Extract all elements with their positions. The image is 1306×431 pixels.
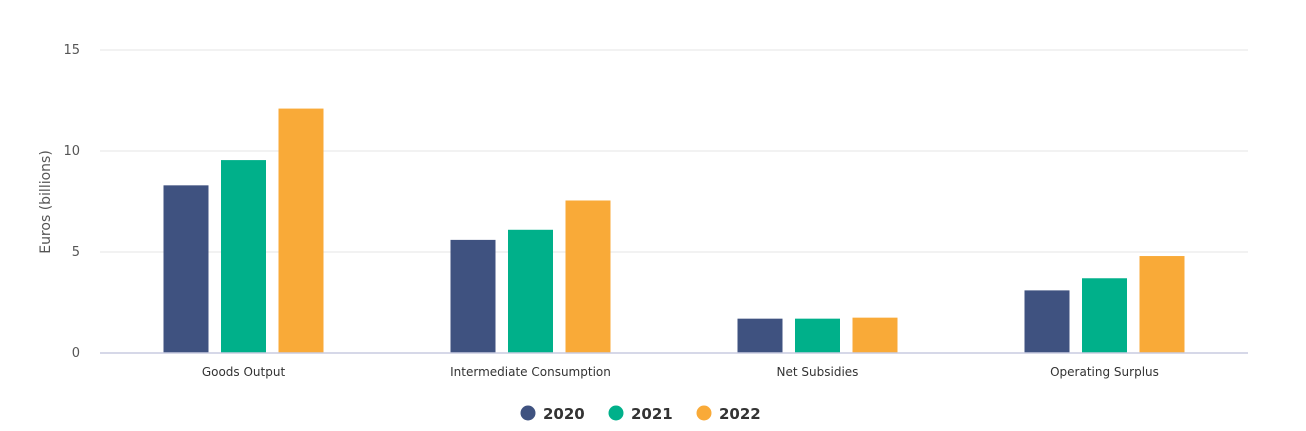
legend-item[interactable]: 2021	[608, 405, 673, 423]
bar[interactable]	[1082, 278, 1127, 353]
y-tick-label: 0	[72, 346, 80, 361]
legend-label: 2022	[719, 405, 761, 423]
grid-layer	[100, 49, 1248, 253]
bar[interactable]	[278, 108, 324, 353]
y-tick-label: 5	[72, 245, 80, 260]
legend-label: 2021	[631, 405, 673, 423]
y-axis-ticks: 0 5 10 15	[63, 43, 80, 361]
x-axis-categories: Goods Output Intermediate Consumption Net …	[202, 365, 1159, 379]
y-tick-label: 15	[63, 43, 80, 58]
bar[interactable]	[508, 229, 553, 353]
y-axis-title: Euros (billions)	[38, 150, 54, 254]
x-category-label: Intermediate Consumption	[450, 365, 611, 379]
bar[interactable]	[221, 160, 266, 353]
legend-item[interactable]: 2020	[520, 405, 585, 423]
bar[interactable]	[852, 317, 898, 353]
legend: 2020 2021 2022	[520, 405, 761, 423]
legend-label: 2020	[543, 405, 585, 423]
x-category-label: Operating Surplus	[1050, 365, 1159, 379]
bar[interactable]	[450, 239, 496, 353]
legend-marker	[608, 405, 624, 421]
bar[interactable]	[163, 185, 209, 353]
bar[interactable]	[1024, 290, 1070, 353]
bar[interactable]	[1139, 256, 1185, 353]
legend-item[interactable]: 2022	[696, 405, 761, 423]
bar[interactable]	[795, 318, 840, 353]
x-category-label: Net Subsidies	[777, 365, 859, 379]
x-category-label: Goods Output	[202, 365, 286, 379]
legend-marker	[696, 405, 712, 421]
y-tick-label: 10	[63, 144, 80, 159]
bar[interactable]	[565, 200, 611, 353]
bars-layer	[163, 108, 1185, 353]
bar[interactable]	[737, 318, 783, 353]
legend-marker	[520, 405, 536, 421]
